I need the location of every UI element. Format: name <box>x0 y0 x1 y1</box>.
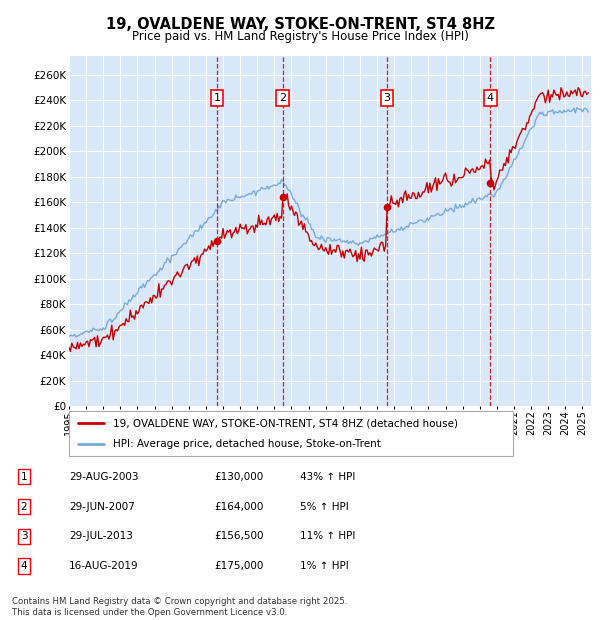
Text: 19, OVALDENE WAY, STOKE-ON-TRENT, ST4 8HZ (detached house): 19, OVALDENE WAY, STOKE-ON-TRENT, ST4 8H… <box>113 418 458 428</box>
Text: 1: 1 <box>20 472 28 482</box>
Text: £175,000: £175,000 <box>215 561 264 571</box>
Text: 2: 2 <box>279 93 286 103</box>
Text: 16-AUG-2019: 16-AUG-2019 <box>69 561 139 571</box>
Text: 3: 3 <box>20 531 28 541</box>
Text: £130,000: £130,000 <box>215 472 264 482</box>
Text: 19, OVALDENE WAY, STOKE-ON-TRENT, ST4 8HZ: 19, OVALDENE WAY, STOKE-ON-TRENT, ST4 8H… <box>106 17 494 32</box>
Text: 29-JUN-2007: 29-JUN-2007 <box>69 502 135 512</box>
Text: 29-AUG-2003: 29-AUG-2003 <box>69 472 139 482</box>
Text: Price paid vs. HM Land Registry's House Price Index (HPI): Price paid vs. HM Land Registry's House … <box>131 30 469 43</box>
Text: HPI: Average price, detached house, Stoke-on-Trent: HPI: Average price, detached house, Stok… <box>113 438 381 449</box>
Text: 43% ↑ HPI: 43% ↑ HPI <box>300 472 355 482</box>
Text: Contains HM Land Registry data © Crown copyright and database right 2025.
This d: Contains HM Land Registry data © Crown c… <box>12 598 347 617</box>
Text: 4: 4 <box>487 93 494 103</box>
Text: 2: 2 <box>20 502 28 512</box>
Text: 1% ↑ HPI: 1% ↑ HPI <box>300 561 349 571</box>
Text: £164,000: £164,000 <box>215 502 264 512</box>
Text: 3: 3 <box>383 93 391 103</box>
Text: 11% ↑ HPI: 11% ↑ HPI <box>300 531 355 541</box>
FancyBboxPatch shape <box>69 411 512 456</box>
Text: £156,500: £156,500 <box>215 531 264 541</box>
Text: 29-JUL-2013: 29-JUL-2013 <box>69 531 133 541</box>
Text: 1: 1 <box>214 93 221 103</box>
Text: 4: 4 <box>20 561 28 571</box>
Text: 5% ↑ HPI: 5% ↑ HPI <box>300 502 349 512</box>
